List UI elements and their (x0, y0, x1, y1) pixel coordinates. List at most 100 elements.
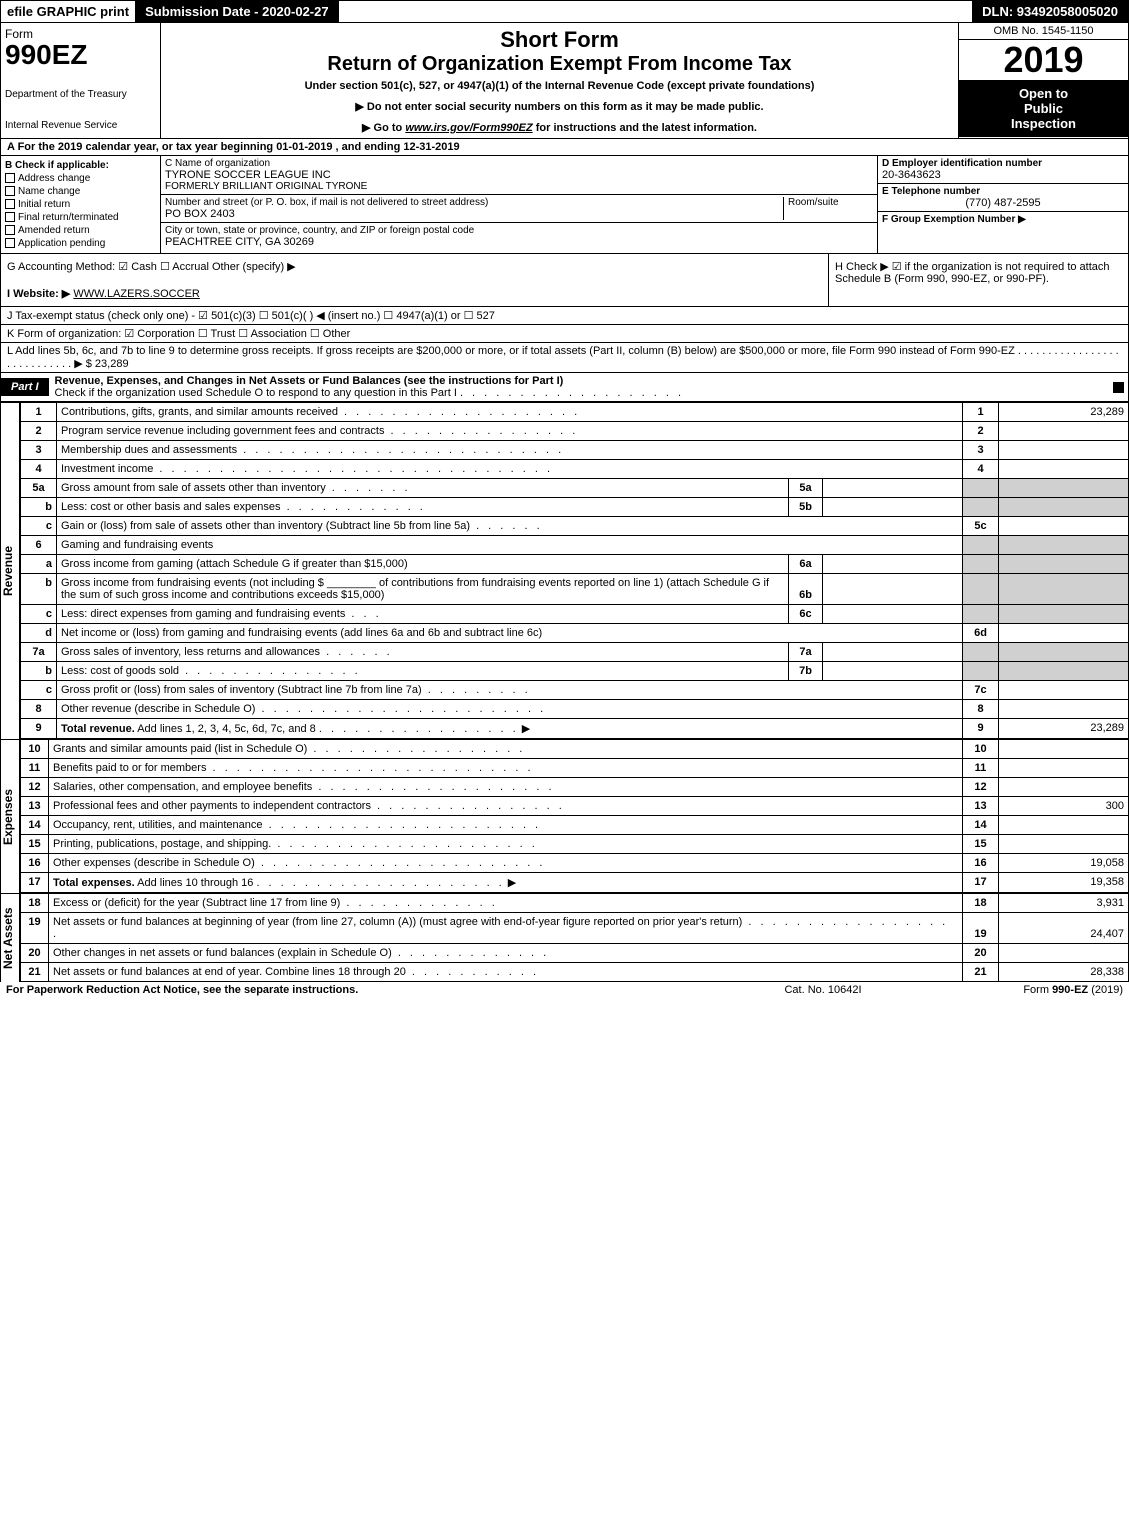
line-20-desc: Other changes in net assets or fund bala… (49, 944, 963, 963)
footer-paperwork: For Paperwork Reduction Act Notice, see … (6, 984, 723, 996)
expenses-table: 10 Grants and similar amounts paid (list… (20, 739, 1129, 893)
line-12-desc: Salaries, other compensation, and employ… (49, 778, 963, 797)
block-bcd: B Check if applicable: Address change Na… (0, 156, 1129, 254)
chk-final-return[interactable]: Final return/terminated (5, 212, 156, 223)
return-title: Return of Organization Exempt From Incom… (171, 53, 948, 76)
side-label-revenue: Revenue (0, 402, 20, 739)
row-gh: G Accounting Method: ☑ Cash ☐ Accrual Ot… (0, 254, 1129, 307)
g-text: G Accounting Method: ☑ Cash ☐ Accrual Ot… (7, 260, 822, 273)
line-6d-desc: Net income or (loss) from gaming and fun… (57, 624, 963, 643)
dln: DLN: 93492058005020 (972, 1, 1128, 22)
line-1-value: 23,289 (999, 403, 1129, 422)
org-name: TYRONE SOCCER LEAGUE INC (165, 169, 873, 181)
net-assets-table: 18 Excess or (deficit) for the year (Sub… (20, 893, 1129, 982)
row-l-gross-receipts: L Add lines 5b, 6c, and 7b to line 9 to … (0, 343, 1129, 373)
line-5c-desc: Gain or (loss) from sale of assets other… (57, 517, 963, 536)
line-2-desc: Program service revenue including govern… (57, 422, 963, 441)
org-city: PEACHTREE CITY, GA 30269 (165, 236, 873, 248)
line-6a-desc: Gross income from gaming (attach Schedul… (57, 555, 789, 574)
row-k-org-form: K Form of organization: ☑ Corporation ☐ … (0, 325, 1129, 343)
line-19-desc: Net assets or fund balances at beginning… (49, 913, 963, 944)
footer-form-ref: Form 990-EZ (2019) (923, 984, 1123, 996)
header-mid: Short Form Return of Organization Exempt… (161, 23, 958, 138)
row-a-tax-year: A For the 2019 calendar year, or tax yea… (0, 139, 1129, 156)
room-suite-label: Room/suite (783, 197, 873, 220)
form-number: 990EZ (5, 41, 156, 69)
part1-header: Part I Revenue, Expenses, and Changes in… (0, 373, 1129, 402)
b-header: B Check if applicable: (5, 160, 109, 171)
line-8-desc: Other revenue (describe in Schedule O) .… (57, 700, 963, 719)
header-left: Form 990EZ Department of the Treasury In… (1, 23, 161, 138)
e-phone-label: E Telephone number (882, 186, 980, 197)
part1-tag: Part I (1, 378, 49, 396)
ssn-note: ▶ Do not enter social security numbers o… (171, 100, 948, 113)
section-c: C Name of organization TYRONE SOCCER LEA… (161, 156, 878, 253)
line-16-value: 19,058 (999, 854, 1129, 873)
open-to-public: Open to Public Inspection (959, 80, 1128, 137)
line-16-desc: Other expenses (describe in Schedule O) … (49, 854, 963, 873)
chk-initial-return[interactable]: Initial return (5, 199, 156, 210)
line-18-value: 3,931 (999, 894, 1129, 913)
part1-check-note: Check if the organization used Schedule … (55, 387, 457, 399)
line-5b-desc: Less: cost or other basis and sales expe… (57, 498, 789, 517)
top-bar: efile GRAPHIC print Submission Date - 20… (0, 0, 1129, 23)
line-7c-desc: Gross profit or (loss) from sales of inv… (57, 681, 963, 700)
line-6c-desc: Less: direct expenses from gaming and fu… (57, 605, 789, 624)
short-form-title: Short Form (171, 27, 948, 53)
line-9-desc: Total revenue. Add lines 1, 2, 3, 4, 5c,… (57, 719, 963, 739)
line-6b-desc: Gross income from fundraising events (no… (57, 574, 789, 605)
line-11-desc: Benefits paid to or for members . . . . … (49, 759, 963, 778)
line-4-desc: Investment income . . . . . . . . . . . … (57, 460, 963, 479)
website-value[interactable]: WWW.LAZERS.SOCCER (73, 288, 200, 300)
line-1-desc: Contributions, gifts, grants, and simila… (57, 403, 963, 422)
form-header: Form 990EZ Department of the Treasury In… (0, 23, 1129, 139)
phone-value: (770) 487-2595 (882, 197, 1124, 209)
line-18-desc: Excess or (deficit) for the year (Subtra… (49, 894, 963, 913)
ein-value: 20-3643623 (882, 169, 1124, 181)
revenue-table: 1 Contributions, gifts, grants, and simi… (20, 402, 1129, 739)
line-17-desc: Total expenses. Add lines 10 through 16 … (49, 873, 963, 893)
section-def: D Employer identification number 20-3643… (878, 156, 1128, 253)
chk-amended-return[interactable]: Amended return (5, 225, 156, 236)
page-footer: For Paperwork Reduction Act Notice, see … (0, 982, 1129, 998)
line-13-desc: Professional fees and other payments to … (49, 797, 963, 816)
efile-label[interactable]: efile GRAPHIC print (1, 1, 135, 22)
line-6-desc: Gaming and fundraising events (57, 536, 963, 555)
h-schedule-b: H Check ▶ ☑ if the organization is not r… (828, 254, 1128, 306)
under-section: Under section 501(c), 527, or 4947(a)(1)… (171, 80, 948, 92)
f-group-exemption: F Group Exemption Number ▶ (882, 214, 1026, 225)
side-label-net-assets: Net Assets (0, 893, 20, 982)
chk-name-change[interactable]: Name change (5, 186, 156, 197)
footer-cat-no: Cat. No. 10642I (723, 984, 923, 996)
line-3-desc: Membership dues and assessments . . . . … (57, 441, 963, 460)
c-name-label: C Name of organization (165, 158, 873, 169)
line-1-num: 1 (21, 403, 57, 422)
line-15-desc: Printing, publications, postage, and shi… (49, 835, 963, 854)
line-13-value: 300 (999, 797, 1129, 816)
c-city-label: City or town, state or province, country… (165, 225, 873, 236)
submission-date: Submission Date - 2020-02-27 (135, 1, 339, 22)
part1-checkbox[interactable] (1108, 381, 1128, 393)
dept-treasury: Department of the Treasury (5, 89, 156, 100)
org-street: PO BOX 2403 (165, 208, 783, 220)
line-14-desc: Occupancy, rent, utilities, and maintena… (49, 816, 963, 835)
irs-link[interactable]: www.irs.gov/Form990EZ (405, 122, 532, 134)
line-10-desc: Grants and similar amounts paid (list in… (49, 740, 963, 759)
omb-number: OMB No. 1545-1150 (959, 23, 1128, 40)
line-19-value: 24,407 (999, 913, 1129, 944)
chk-application-pending[interactable]: Application pending (5, 238, 156, 249)
org-formerly: FORMERLY BRILLIANT ORIGINAL TYRONE (165, 181, 873, 192)
d-ein-label: D Employer identification number (882, 158, 1042, 169)
line-17-value: 19,358 (999, 873, 1129, 893)
g-accounting: G Accounting Method: ☑ Cash ☐ Accrual Ot… (1, 254, 828, 306)
chk-address-change[interactable]: Address change (5, 173, 156, 184)
goto-note: ▶ Go to www.irs.gov/Form990EZ for instru… (171, 121, 948, 134)
line-9-value: 23,289 (999, 719, 1129, 739)
part1-title: Revenue, Expenses, and Changes in Net As… (49, 373, 1108, 401)
i-website: I Website: ▶ WWW.LAZERS.SOCCER (7, 287, 822, 300)
section-b: B Check if applicable: Address change Na… (1, 156, 161, 253)
line-21-value: 28,338 (999, 963, 1129, 982)
header-right: OMB No. 1545-1150 2019 Open to Public In… (958, 23, 1128, 138)
line-21-desc: Net assets or fund balances at end of ye… (49, 963, 963, 982)
row-j-tax-exempt: J Tax-exempt status (check only one) - ☑… (0, 307, 1129, 325)
